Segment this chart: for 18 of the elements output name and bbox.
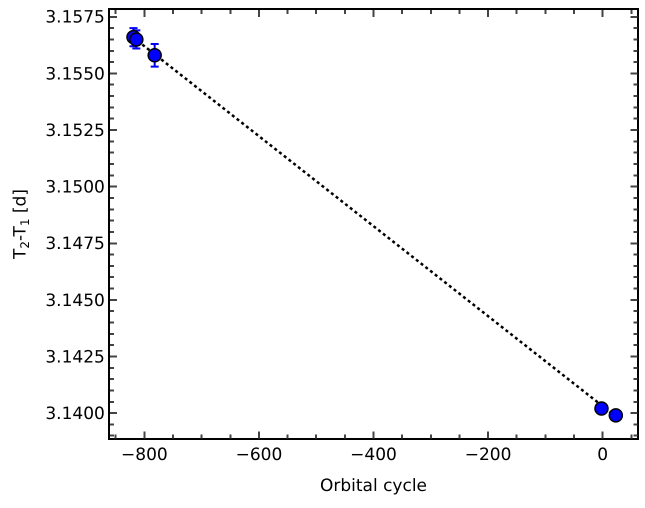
x-tick-label: −400 — [350, 445, 397, 466]
y-tick-label: 3.1525 — [45, 120, 105, 141]
x-tick-label: −600 — [236, 445, 282, 466]
y-tick-label: 3.1550 — [45, 64, 105, 84]
point — [129, 32, 144, 47]
x-tick-label: −200 — [464, 445, 512, 466]
y-tick-label: 3.1450 — [45, 290, 105, 311]
y-tick-label: 3.1400 — [45, 404, 105, 424]
point — [608, 408, 624, 423]
y-tick-label: 3.1575 — [45, 8, 105, 28]
point — [594, 401, 609, 416]
y-tick-label: 3.1500 — [45, 178, 105, 198]
y-tick-label: 3.1475 — [45, 234, 105, 254]
x-tick-label: −800 — [121, 445, 168, 466]
x-axis-title: Orbital cycle — [320, 476, 428, 496]
point — [147, 48, 162, 63]
x-tick-label: 0 — [597, 445, 608, 466]
y-tick-label: 3.1425 — [45, 347, 105, 368]
